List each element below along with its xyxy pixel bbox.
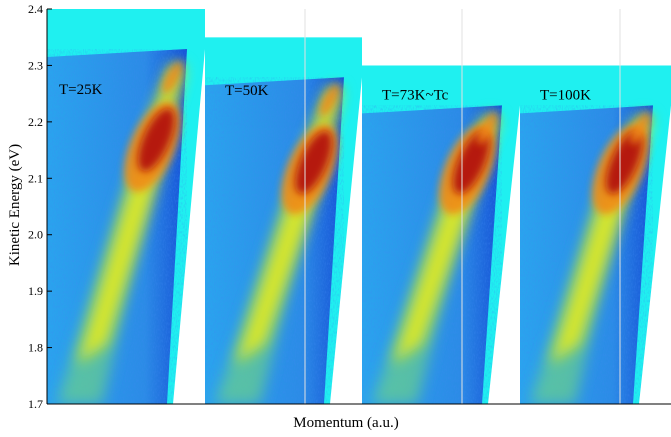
- band-dispersion: [57, 60, 188, 404]
- panel-label: T=100K: [540, 87, 591, 103]
- x-axis-label: Momentum (a.u.): [293, 415, 398, 431]
- heatmap-panel: [205, 37, 362, 404]
- y-tick-label: 2.2: [28, 115, 43, 129]
- detector-edge: [173, 49, 205, 404]
- axes: [46, 8, 671, 405]
- detector-edge: [330, 77, 362, 404]
- y-tick-label: 2.4: [28, 2, 43, 16]
- y-tick-label: 1.9: [28, 284, 43, 298]
- y-tick-label: 1.8: [28, 341, 43, 355]
- heatmap-panel: [520, 65, 671, 404]
- heatmap-panel: [47, 9, 205, 404]
- y-tick-label: 2.1: [28, 171, 43, 185]
- detector-edge: [639, 105, 671, 404]
- panel-labels: T=25K T=50K T=73K~Tc T=100K: [59, 82, 591, 103]
- panel-label: T=25K: [59, 82, 103, 98]
- heatmap-panel: [362, 65, 520, 404]
- y-axis-label: Kinetic Energy (eV): [7, 144, 23, 266]
- grid-lines: [304, 9, 621, 404]
- band-dispersion: [215, 83, 345, 404]
- panel-label: T=73K~Tc: [382, 87, 449, 103]
- y-tick-label: 1.7: [28, 397, 43, 411]
- y-tick-label: 2.0: [28, 228, 43, 242]
- panel-label: T=50K: [225, 83, 269, 99]
- detector-edge: [488, 105, 520, 404]
- y-tick-labels: 1.7 1.8 1.9 2.0 2.1 2.2 2.3 2.4: [28, 2, 43, 411]
- y-tick-label: 2.3: [28, 58, 43, 72]
- heatmap-panels: [47, 9, 671, 404]
- band-dispersion: [372, 111, 503, 404]
